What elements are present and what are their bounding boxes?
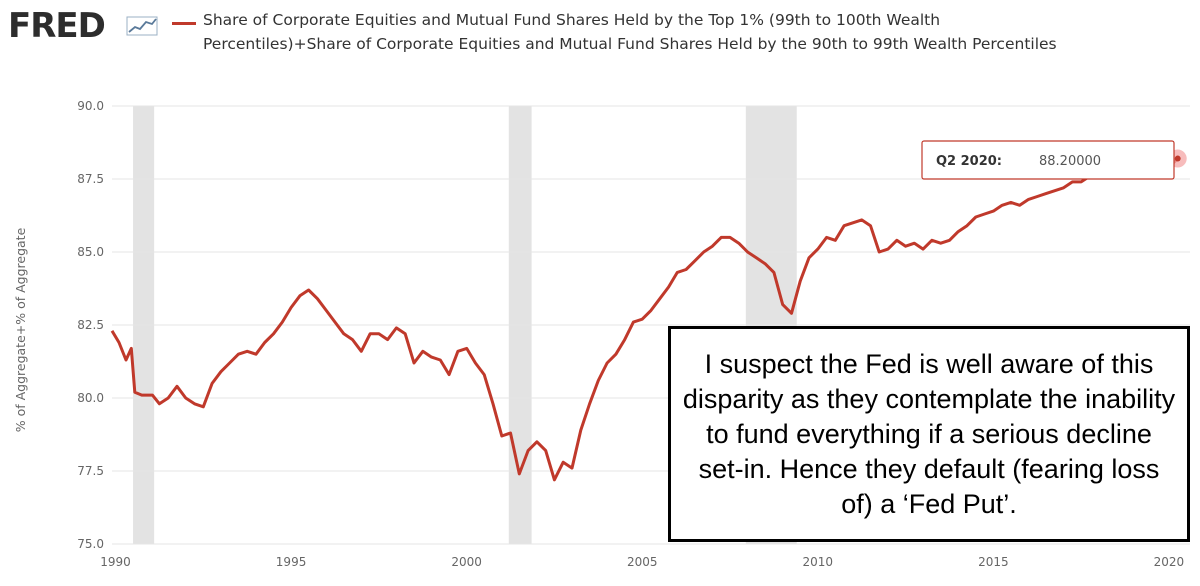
y-tick-label: 75.0 bbox=[77, 537, 104, 551]
legend-swatch bbox=[172, 22, 196, 25]
series-legend-label[interactable]: Share of Corporate Equities and Mutual F… bbox=[203, 11, 1057, 53]
fred-logo[interactable]: FRED bbox=[8, 6, 106, 46]
y-tick-label: 85.0 bbox=[77, 245, 104, 259]
axes: 75.0 77.5 80.0 82.5 85.0 87.5 90.0 1990 1995 2000… bbox=[77, 99, 1184, 569]
y-tick-label: 87.5 bbox=[77, 172, 104, 186]
y-axis-label: % of Aggregate+% of Aggregate bbox=[13, 227, 28, 432]
chart-header: FRED Share of Corporate Equities and Mut… bbox=[0, 0, 1200, 90]
y-tick-label: 90.0 bbox=[77, 99, 104, 113]
tooltip-box bbox=[921, 140, 1175, 180]
highlight-point bbox=[1174, 155, 1181, 162]
x-tick-label: 2015 bbox=[978, 555, 1009, 569]
y-tick-label: 77.5 bbox=[77, 464, 104, 478]
x-tick-label: 2010 bbox=[803, 555, 834, 569]
tooltip-value: 88.20000 bbox=[1039, 154, 1101, 169]
x-tick-label: 2000 bbox=[451, 555, 482, 569]
chart-line-icon bbox=[126, 16, 158, 36]
x-tick-label: 1995 bbox=[276, 555, 307, 569]
y-tick-label: 82.5 bbox=[77, 318, 104, 332]
annotation-text: I suspect the Fed is well aware of this … bbox=[682, 348, 1176, 519]
series-line bbox=[110, 151, 1179, 482]
y-tick-label: 80.0 bbox=[77, 391, 104, 405]
tooltip: Q2 2020: 88.20000 bbox=[921, 140, 1175, 180]
x-tick-label: 2005 bbox=[627, 555, 658, 569]
annotation-box: I suspect the Fed is well aware of this … bbox=[668, 326, 1190, 542]
x-tick-label: 1990 bbox=[100, 555, 131, 569]
tooltip-date-label: Q2 2020: bbox=[936, 154, 1002, 169]
x-tick-label: 2020 bbox=[1154, 555, 1185, 569]
